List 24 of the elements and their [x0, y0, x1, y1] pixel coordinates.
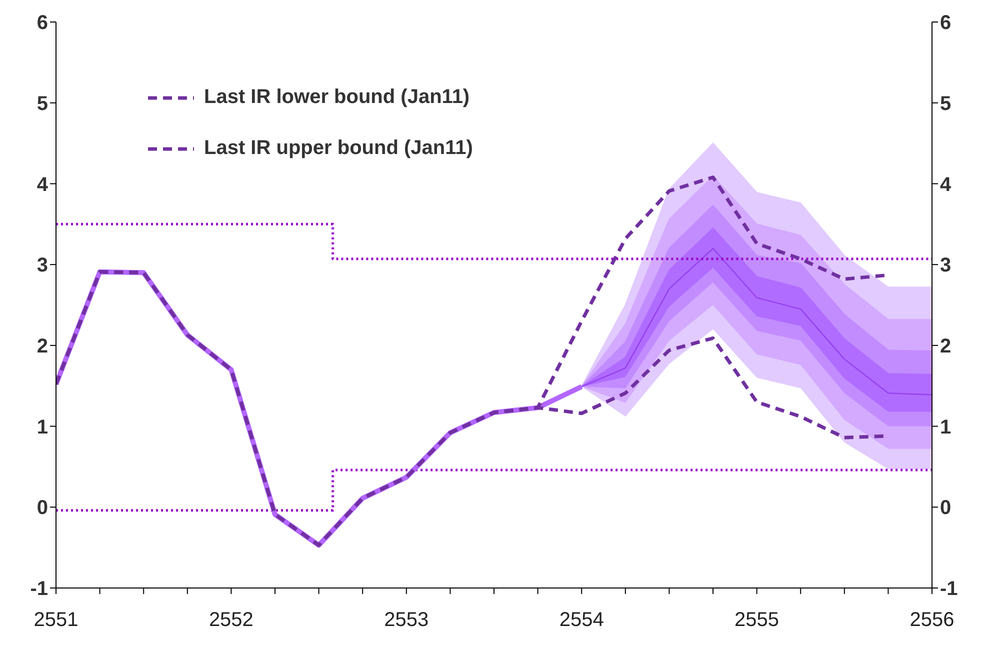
x-tick-label: 2552: [208, 609, 254, 632]
x-tick-label: 2555: [734, 609, 780, 632]
x-tick-label: 2551: [34, 609, 78, 632]
y2-tick-label: 2: [940, 336, 952, 358]
y2-tick-label: 1: [940, 416, 952, 438]
legend-label: Last IR lower bound (Jan11): [204, 86, 470, 109]
x-tick-label: 2556: [910, 609, 954, 632]
y-tick-label: 0: [36, 497, 48, 520]
y-tick-label: 3: [36, 254, 48, 277]
y2-tick-label: 6: [940, 12, 952, 34]
y-tick-label: -1: [30, 578, 48, 600]
y2-tick-label: 3: [940, 254, 952, 277]
y-tick-label: 6: [36, 12, 48, 34]
x-tick-label: 2554: [559, 609, 604, 632]
y-tick-label: 2: [36, 336, 48, 358]
y2-tick-label: 4: [940, 174, 952, 196]
y-tick-label: 4: [36, 174, 49, 196]
y-tick-label: 1: [36, 416, 48, 438]
y-tick-label: 5: [36, 92, 48, 115]
y2-tick-label: 0: [940, 497, 952, 520]
x-tick-label: 2553: [384, 609, 429, 632]
y2-tick-label: 5: [940, 92, 952, 115]
y2-tick-label: -1: [940, 578, 958, 600]
legend-label: Last IR upper bound (Jan11): [204, 137, 473, 160]
